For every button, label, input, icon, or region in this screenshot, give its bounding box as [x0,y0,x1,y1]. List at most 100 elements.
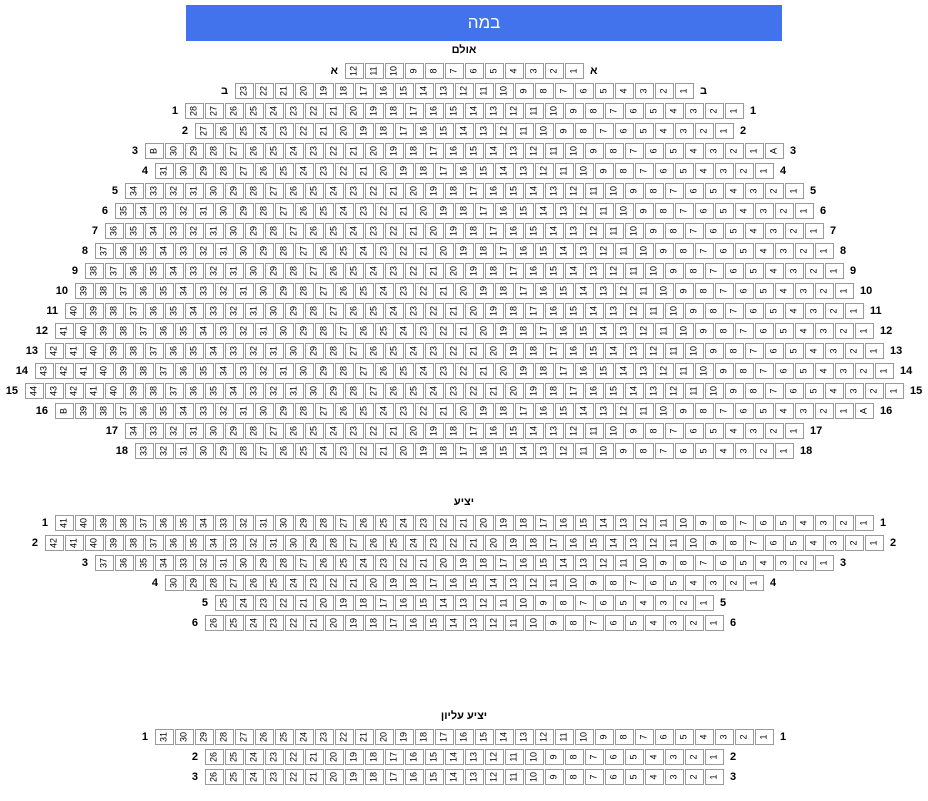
seat[interactable]: 35 [174,323,194,339]
seat[interactable]: 21 [404,223,424,239]
seat[interactable]: 17 [464,183,484,199]
seat[interactable]: 26 [364,535,384,551]
seat[interactable]: 29 [304,535,324,551]
seat[interactable]: 8 [694,283,714,299]
seat[interactable]: 25 [394,363,414,379]
seat[interactable]: 41 [54,323,74,339]
seat[interactable]: 23 [314,163,334,179]
seat[interactable]: 6 [674,443,694,459]
seat[interactable]: 1 [744,143,764,159]
seat[interactable]: 29 [274,283,294,299]
seat[interactable]: 37 [94,555,114,571]
seat[interactable]: 30 [284,535,304,551]
seat[interactable]: 19 [354,123,374,139]
seat[interactable]: 3 [714,163,734,179]
seat[interactable]: 25 [304,183,324,199]
seat[interactable]: 2 [694,123,714,139]
seat[interactable]: 22 [304,103,324,119]
seat[interactable]: 32 [164,183,184,199]
seat[interactable]: 37 [164,383,184,399]
seat[interactable]: 33 [224,535,244,551]
seat[interactable]: 1 [874,363,894,379]
seat[interactable]: 20 [454,283,474,299]
seat[interactable]: 37 [154,363,174,379]
seat[interactable]: 29 [324,383,344,399]
seat[interactable]: 16 [494,203,514,219]
seat[interactable]: 9 [694,515,714,531]
seat[interactable]: 19 [364,103,384,119]
seat[interactable]: 33 [134,443,154,459]
seat[interactable]: 31 [264,535,284,551]
seat[interactable]: 8 [714,323,734,339]
seat[interactable]: 1 [714,123,734,139]
seat[interactable]: 20 [364,143,384,159]
seat[interactable]: 12 [614,403,634,419]
seat[interactable]: 20 [434,243,454,259]
seat[interactable]: 6 [464,63,484,79]
seat[interactable]: 14 [574,283,594,299]
seat[interactable]: 10 [634,555,654,571]
seat[interactable]: 1 [814,243,834,259]
seat[interactable]: 7 [584,749,604,765]
seat[interactable]: 21 [324,103,344,119]
seat[interactable]: 33 [144,423,164,439]
seat[interactable]: 5 [704,183,724,199]
seat[interactable]: 36 [164,535,184,551]
seat[interactable]: 3 [664,615,684,631]
seat[interactable]: 19 [384,143,404,159]
seat[interactable]: 8 [724,343,744,359]
seat[interactable]: 1 [784,423,804,439]
seat[interactable]: 17 [434,729,454,745]
seat[interactable]: 4 [794,323,814,339]
seat[interactable]: 12 [644,535,664,551]
seat[interactable]: 33 [234,363,254,379]
seat[interactable]: 31 [284,383,304,399]
seat[interactable]: 17 [514,403,534,419]
seat[interactable]: 9 [624,183,644,199]
seat[interactable]: 27 [224,143,244,159]
seat[interactable]: 26 [354,323,374,339]
seat[interactable]: 22 [454,363,474,379]
seat[interactable]: 13 [624,535,644,551]
seat[interactable]: 8 [664,223,684,239]
seat[interactable]: 40 [104,383,124,399]
seat[interactable]: 24 [394,323,414,339]
seat[interactable]: 19 [344,615,364,631]
seat[interactable]: 32 [244,535,264,551]
seat[interactable]: 15 [584,343,604,359]
seat[interactable]: 16 [374,83,394,99]
seat[interactable]: 9 [614,443,634,459]
seat[interactable]: 18 [514,515,534,531]
seat[interactable]: 19 [474,403,494,419]
seat[interactable]: 23 [444,383,464,399]
seat[interactable]: 1 [674,83,694,99]
seat[interactable]: 37 [114,403,134,419]
seat[interactable]: 26 [204,749,224,765]
seat[interactable]: 10 [534,123,554,139]
seat[interactable]: 19 [414,443,434,459]
seat[interactable]: 10 [494,83,514,99]
seat[interactable]: 31 [214,555,234,571]
seat[interactable]: 5 [484,63,504,79]
seat[interactable]: 19 [434,203,454,219]
seat[interactable]: 32 [234,515,254,531]
seat[interactable]: 13 [574,243,594,259]
seat[interactable]: 8 [694,403,714,419]
seat[interactable]: 12 [484,615,504,631]
seat[interactable]: 17 [524,303,544,319]
seat[interactable]: 19 [454,555,474,571]
seat[interactable]: 7 [624,575,644,591]
seat[interactable]: 18 [404,143,424,159]
seat[interactable]: 35 [154,403,174,419]
seat[interactable]: 9 [564,103,584,119]
seat[interactable]: 18 [364,615,384,631]
seat[interactable]: 30 [274,515,294,531]
seat[interactable]: 2 [544,63,564,79]
seat[interactable]: 28 [254,203,274,219]
seat[interactable]: 3 [744,423,764,439]
seat[interactable]: 35 [204,383,224,399]
seat[interactable]: 20 [364,575,384,591]
seat[interactable]: 2 [804,263,824,279]
seat[interactable]: 12 [564,423,584,439]
seat[interactable]: 3 [764,223,784,239]
